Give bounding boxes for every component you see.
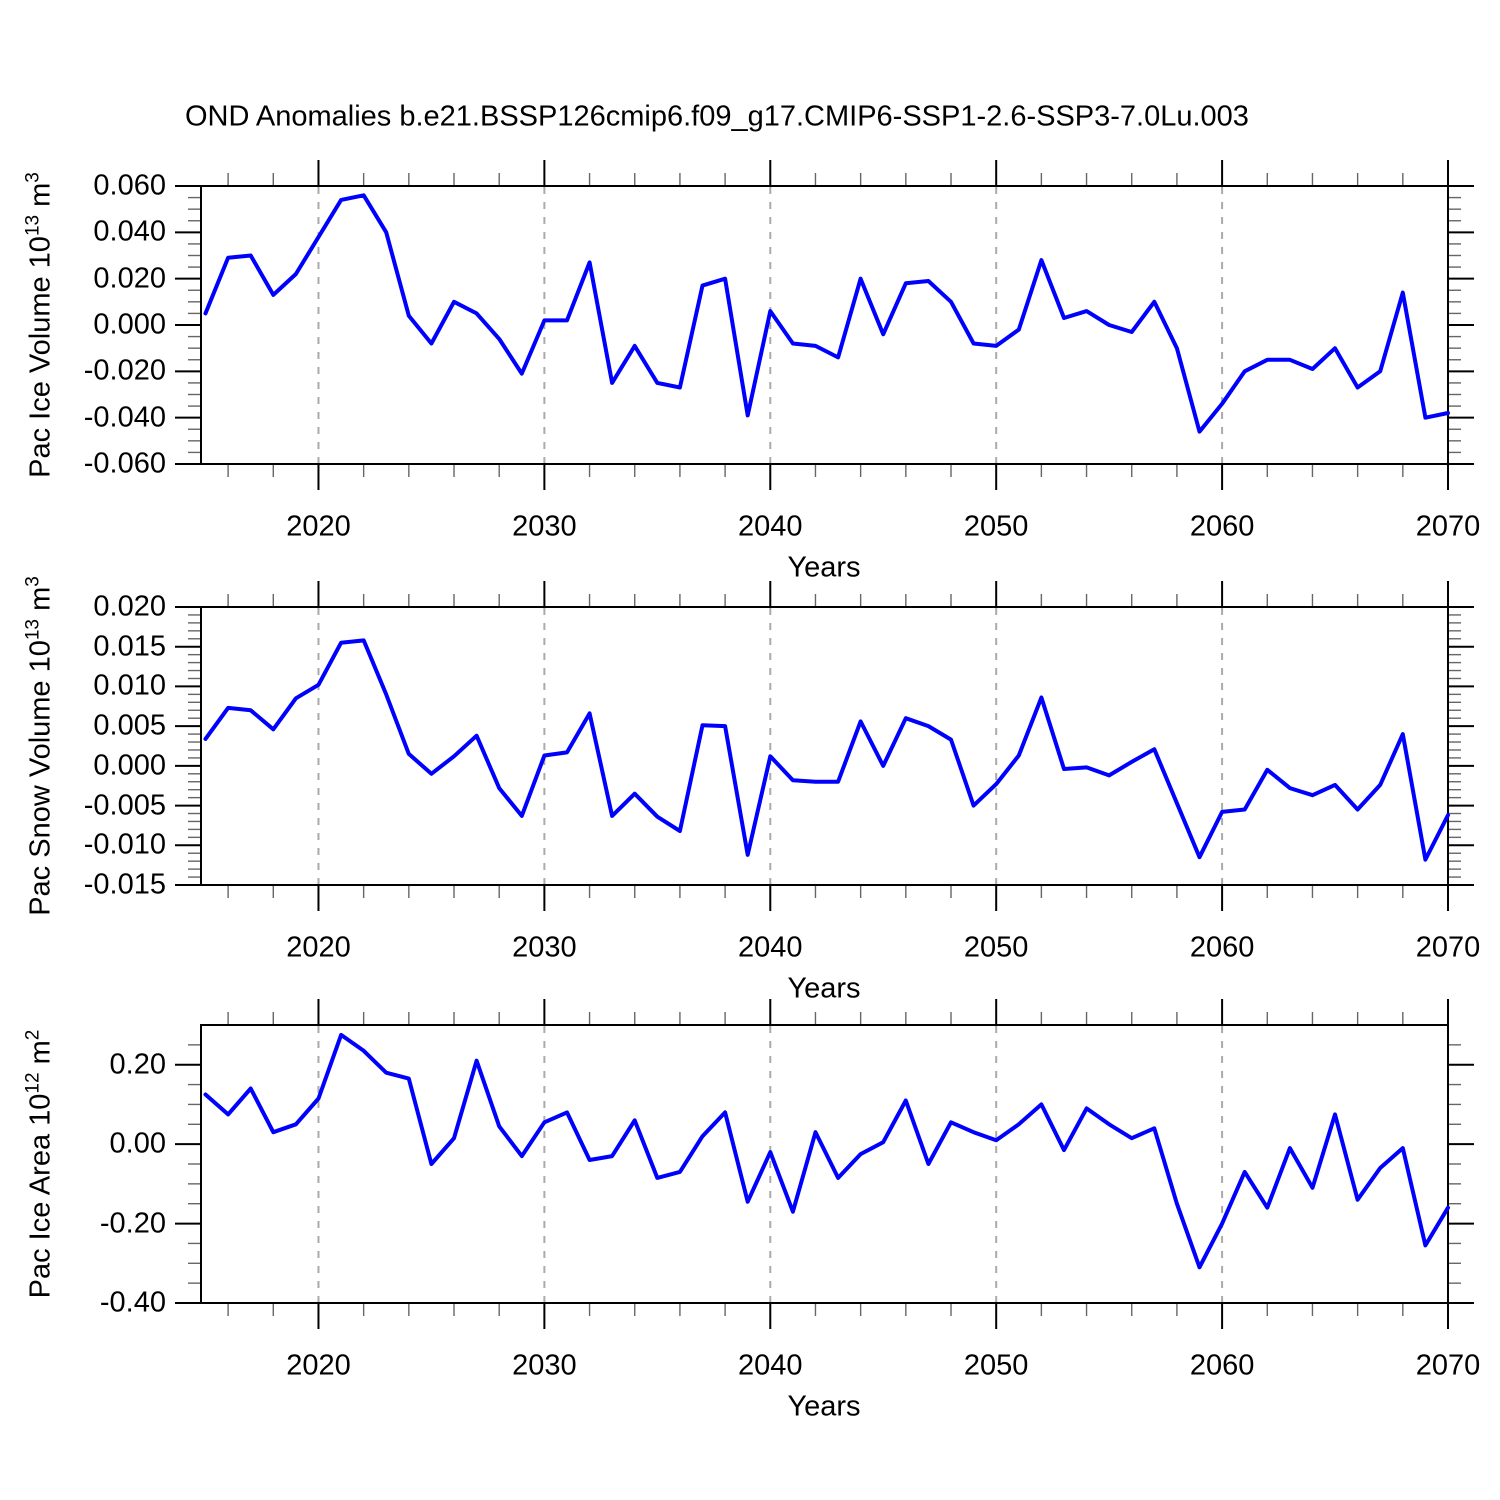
y-tick-label: -0.20: [99, 1207, 166, 1240]
x-tick-label: 2060: [1189, 510, 1255, 543]
y-tick-label: -0.010: [83, 828, 166, 861]
y-tick-label: 0.005: [93, 709, 166, 742]
x-tick-label: 2070: [1415, 931, 1481, 964]
x-axis-title: Years: [787, 551, 861, 584]
x-tick-label: 2040: [738, 510, 803, 543]
series-line-pac-snow-volume: [203, 638, 1450, 862]
x-tick-label: 2060: [1189, 1349, 1255, 1382]
y-axis-title-snow-volume: Pac Snow Volume 1013 m3: [23, 576, 58, 916]
x-axis-title: Years: [787, 1390, 861, 1423]
y-tick-label: 0.00: [109, 1127, 166, 1160]
x-tick-label: 2020: [286, 931, 351, 964]
superscript-exponent: 3: [22, 576, 44, 587]
series-line-pac-ice-area: [203, 1032, 1450, 1270]
y-tick-label: 0.020: [93, 590, 166, 623]
x-tick-label: 2030: [512, 931, 577, 964]
y-tick-label: -0.015: [83, 868, 166, 901]
y-tick-label: 0.000: [93, 749, 166, 782]
x-tick-label: 2060: [1189, 931, 1255, 964]
y-tick-label: -0.040: [83, 401, 166, 434]
series-line-pac-ice-volume: [203, 193, 1450, 434]
y-tick-label: 0.010: [93, 669, 166, 702]
plot-box: [200, 606, 1449, 886]
y-tick-label: 0.040: [93, 215, 166, 248]
plot-box: [200, 185, 1449, 465]
y-tick-label: -0.060: [83, 447, 166, 480]
y-tick-label: -0.005: [83, 789, 166, 822]
y-tick-label: 0.000: [93, 308, 166, 341]
x-tick-label: 2070: [1415, 1349, 1481, 1382]
x-tick-label: 2040: [738, 931, 803, 964]
x-axis-title: Years: [787, 972, 861, 1005]
y-tick-label: 0.015: [93, 630, 166, 663]
x-tick-label: 2030: [512, 510, 577, 543]
x-tick-label: 2020: [286, 510, 351, 543]
x-tick-label: 2050: [963, 931, 1029, 964]
plot-box: [200, 1024, 1449, 1304]
x-tick-label: 2050: [963, 1349, 1029, 1382]
y-tick-label: -0.020: [83, 354, 166, 387]
superscript-exponent: 2: [22, 1029, 44, 1041]
x-tick-label: 2040: [738, 1349, 803, 1382]
y-tick-label: 0.060: [93, 169, 166, 202]
x-tick-label: 2020: [286, 1349, 351, 1382]
x-tick-label: 2070: [1415, 510, 1481, 543]
y-tick-label: -0.40: [99, 1286, 166, 1319]
y-axis-title-text: Pac Ice Area 10: [24, 1093, 57, 1299]
y-tick-label: 0.020: [93, 262, 166, 295]
x-tick-label: 2030: [512, 1349, 577, 1382]
y-tick-label: 0.20: [109, 1048, 166, 1081]
x-tick-label: 2050: [963, 510, 1029, 543]
chart-title: OND Anomalies b.e21.BSSP126cmip6.f09_g17…: [185, 100, 1249, 133]
